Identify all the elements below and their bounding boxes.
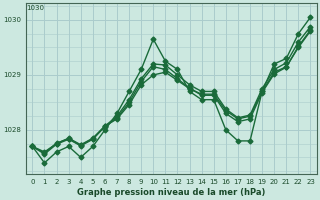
X-axis label: Graphe pression niveau de la mer (hPa): Graphe pression niveau de la mer (hPa) xyxy=(77,188,266,197)
Text: 1030: 1030 xyxy=(26,5,44,11)
